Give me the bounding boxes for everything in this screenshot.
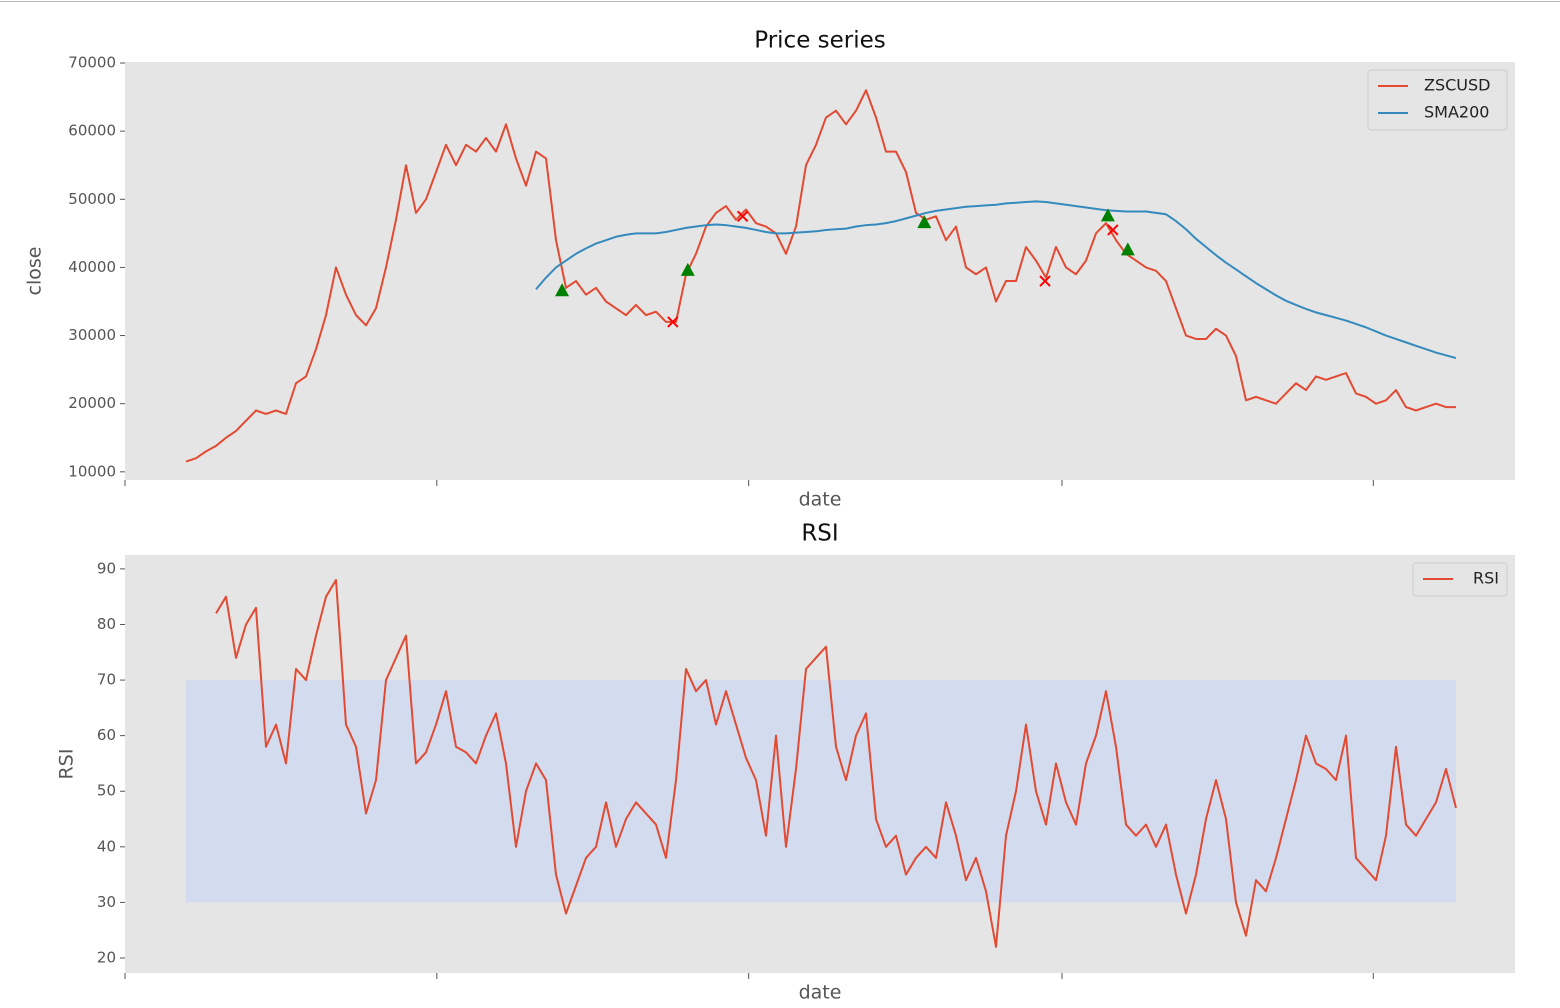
sell-marker bbox=[1039, 275, 1051, 287]
y-tick-label: 20000 bbox=[68, 394, 116, 412]
y-tick-label: 50 bbox=[97, 782, 116, 800]
y-tick-label: 30 bbox=[97, 893, 116, 911]
y-tick-label: 50000 bbox=[68, 190, 116, 208]
chart-title: Price series bbox=[754, 28, 886, 54]
plot-area bbox=[125, 62, 1515, 480]
x-axis-label: date bbox=[799, 489, 842, 511]
series-line bbox=[535, 200, 1457, 360]
buy-marker bbox=[917, 215, 932, 229]
sell-marker bbox=[736, 210, 749, 223]
y-tick-label: 60 bbox=[97, 726, 116, 744]
y-tick-label: 30000 bbox=[68, 326, 116, 344]
legend-label: RSI bbox=[1473, 569, 1499, 588]
x-axis-label: date bbox=[799, 982, 842, 1004]
y-tick-label: 80 bbox=[97, 615, 116, 633]
legend-label: ZSCUSD bbox=[1424, 76, 1490, 95]
y-tick-label: 40000 bbox=[68, 258, 116, 276]
band bbox=[186, 680, 1456, 903]
y-tick-label: 60000 bbox=[68, 122, 116, 140]
y-tick-label: 10000 bbox=[68, 462, 116, 480]
y-tick-label: 70 bbox=[97, 671, 116, 689]
y-tick-label: 40 bbox=[97, 837, 116, 855]
y-tick-label: 20 bbox=[97, 948, 116, 966]
y-axis-label: close bbox=[24, 247, 46, 296]
series-line bbox=[215, 579, 1457, 948]
buy-marker bbox=[1100, 208, 1115, 222]
sell-marker bbox=[667, 316, 679, 328]
sell-marker bbox=[1107, 224, 1119, 236]
legend-box bbox=[1412, 562, 1508, 597]
legend-label: SMA200 bbox=[1424, 103, 1489, 122]
y-tick-label: 90 bbox=[97, 559, 116, 577]
series-line bbox=[185, 89, 1456, 463]
buy-marker bbox=[1120, 242, 1135, 256]
buy-marker bbox=[555, 283, 570, 297]
y-tick-label: 70000 bbox=[68, 54, 116, 72]
buy-marker bbox=[680, 262, 695, 276]
y-axis-label: RSI bbox=[56, 749, 78, 780]
chart-title: RSI bbox=[801, 521, 838, 547]
